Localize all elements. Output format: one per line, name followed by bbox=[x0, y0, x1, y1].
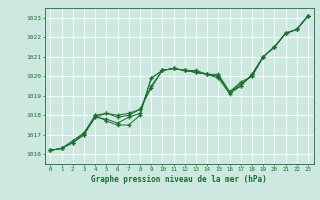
X-axis label: Graphe pression niveau de la mer (hPa): Graphe pression niveau de la mer (hPa) bbox=[91, 175, 267, 184]
